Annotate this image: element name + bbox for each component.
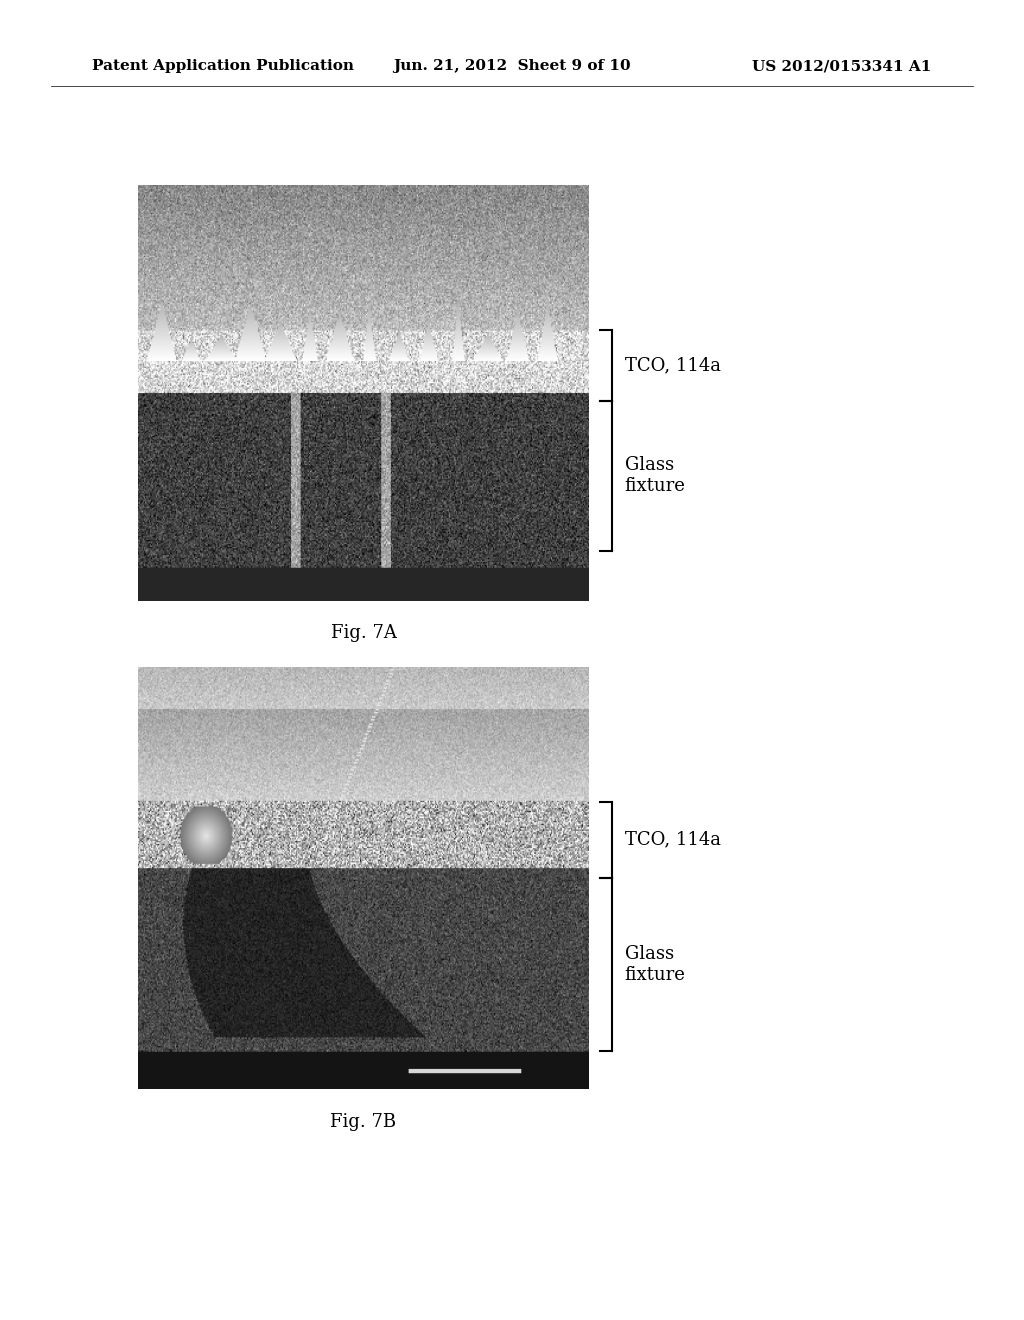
Text: TCO, 114a: TCO, 114a — [625, 356, 721, 375]
Text: Patent Application Publication: Patent Application Publication — [92, 59, 354, 74]
Text: Glass
fixture: Glass fixture — [625, 457, 685, 495]
Text: Glass
fixture: Glass fixture — [625, 945, 685, 983]
Text: US 2012/0153341 A1: US 2012/0153341 A1 — [753, 59, 932, 74]
Text: Fig. 7A: Fig. 7A — [331, 624, 396, 643]
Text: TCO, 114a: TCO, 114a — [625, 830, 721, 849]
Text: Fig. 7B: Fig. 7B — [331, 1113, 396, 1131]
Text: Jun. 21, 2012  Sheet 9 of 10: Jun. 21, 2012 Sheet 9 of 10 — [393, 59, 631, 74]
